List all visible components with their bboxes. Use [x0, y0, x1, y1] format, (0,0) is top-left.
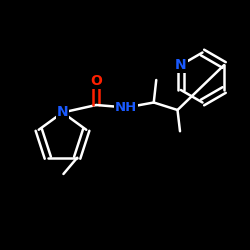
Text: N: N [57, 106, 68, 120]
Text: N: N [175, 58, 187, 72]
Text: O: O [90, 74, 102, 88]
Text: NH: NH [115, 101, 138, 114]
